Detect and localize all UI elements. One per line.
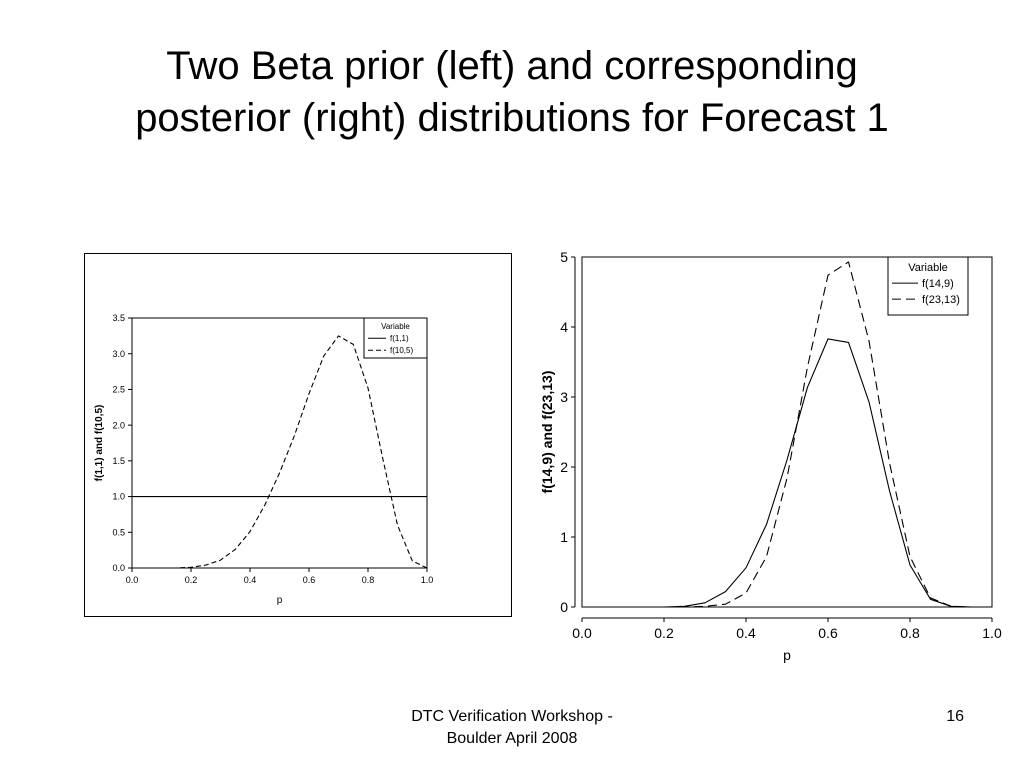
x-tick-label: 0.4 bbox=[736, 625, 756, 641]
slide-footer: DTC Verification Workshop - Boulder Apri… bbox=[362, 706, 662, 750]
x-tick-label: 0.0 bbox=[572, 625, 592, 641]
y-tick-label: 5 bbox=[560, 249, 568, 265]
legend-entry: f(1,1) bbox=[390, 334, 409, 343]
series-line bbox=[582, 338, 992, 608]
x-tick-label: 0.6 bbox=[303, 575, 316, 585]
legend-title: Variable bbox=[908, 262, 948, 274]
y-tick-label: 1 bbox=[560, 529, 568, 545]
y-tick-label: 3.0 bbox=[112, 349, 125, 359]
slide-title-line-1: Two Beta prior (left) and corresponding bbox=[166, 44, 858, 88]
x-tick-label: 0.6 bbox=[818, 625, 838, 641]
plot-area bbox=[581, 256, 993, 608]
x-tick-label: 1.0 bbox=[982, 625, 1002, 641]
footer-line-1: DTC Verification Workshop - bbox=[411, 708, 613, 725]
y-axis-label: f(1,1) and f(10,5) bbox=[94, 405, 105, 482]
slide-title: Two Beta prior (left) and corresponding … bbox=[40, 40, 984, 144]
x-tick-label: 1.0 bbox=[421, 575, 434, 585]
y-tick-label: 1.5 bbox=[112, 456, 125, 466]
x-tick-label: 0.2 bbox=[654, 625, 674, 641]
posterior-distribution-chart: 0.0 0.2 0.4 0.6 0.8 1.0 0 1 2 3 4 5 p f(14,9) and f(2… bbox=[539, 249, 1002, 663]
legend-entry: f(23,13) bbox=[922, 294, 960, 306]
legend-box bbox=[887, 256, 969, 316]
y-axis-label: f(14,9) and f(23,13) bbox=[539, 371, 555, 494]
x-tick-label: 0.8 bbox=[900, 625, 920, 641]
y-tick-label: 3 bbox=[560, 389, 568, 405]
legend-entry: f(14,9) bbox=[922, 278, 954, 290]
x-axis-label: p bbox=[783, 647, 791, 663]
page-number: 16 bbox=[946, 708, 964, 725]
x-axis-label: p bbox=[277, 595, 283, 606]
y-tick-label: 0.5 bbox=[112, 527, 125, 537]
y-tick-label: 2.5 bbox=[112, 385, 125, 395]
chart-group: 0.0 0.2 0.4 0.6 0.8 1.0 0.0 0.5 1.0 1.5 2.0 2.5 3.0 3… bbox=[84, 253, 512, 617]
slide-title-line-2: posterior (right) distributions for Fore… bbox=[135, 96, 889, 140]
legend-title: Variable bbox=[381, 322, 410, 331]
y-tick-label: 2.0 bbox=[112, 420, 125, 430]
y-tick-label: 2 bbox=[560, 459, 568, 475]
x-tick-label: 0.0 bbox=[126, 575, 139, 585]
series-line bbox=[132, 335, 428, 569]
x-tick-label: 0.2 bbox=[185, 575, 198, 585]
x-tick-label: 0.4 bbox=[244, 575, 257, 585]
y-tick-label: 1.0 bbox=[112, 492, 125, 502]
chart-group: 0.0 0.2 0.4 0.6 0.8 1.0 0 1 2 3 4 5 p f(14,9) and f(2… bbox=[539, 249, 1002, 663]
x-tick-label: 0.8 bbox=[362, 575, 375, 585]
chart-frame bbox=[84, 253, 512, 617]
footer-line-2: Boulder April 2008 bbox=[446, 730, 578, 747]
prior-distribution-chart: 0.0 0.2 0.4 0.6 0.8 1.0 0.0 0.5 1.0 1.5 2.0 2.5 3.0 3… bbox=[84, 253, 512, 617]
y-tick-label: 3.5 bbox=[112, 313, 125, 323]
y-tick-label: 4 bbox=[560, 319, 568, 335]
y-tick-label: 0 bbox=[560, 599, 568, 615]
legend-entry: f(10,5) bbox=[390, 346, 413, 355]
y-tick-label: 0.0 bbox=[112, 563, 125, 573]
